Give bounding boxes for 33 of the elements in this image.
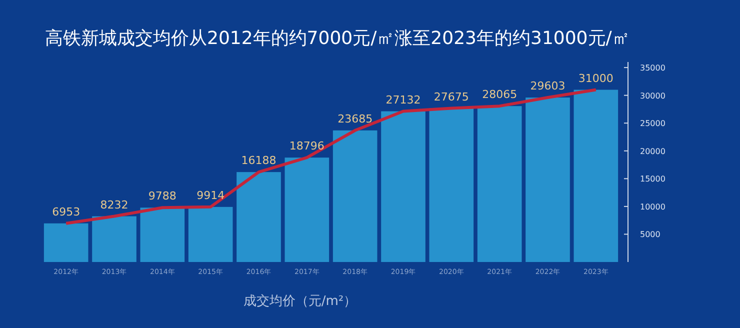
data-label: 6953 <box>52 205 80 218</box>
data-label: 9914 <box>196 188 225 202</box>
data-label: 31000 <box>578 72 614 85</box>
bar <box>429 108 474 262</box>
data-label: 28065 <box>482 88 518 102</box>
bar <box>284 158 330 262</box>
y-tick-label: 35000 <box>640 64 666 73</box>
bar <box>44 223 88 262</box>
bar <box>477 106 522 262</box>
data-label: 16188 <box>241 154 276 168</box>
data-label: 23685 <box>338 112 373 126</box>
data-label: 18796 <box>289 140 324 153</box>
text: 成交均价（元/m²） <box>243 293 357 309</box>
bar <box>236 172 281 262</box>
y-tick-label: 30000 <box>640 91 666 100</box>
y-tick-label: 20000 <box>640 146 666 156</box>
bar <box>574 90 618 262</box>
chart-title: 高铁新城成交均价从2012年的约7000元/㎡涨至2023年的约31000元/㎡ <box>45 28 630 49</box>
y-tick-label: 25000 <box>640 119 666 128</box>
bar <box>188 206 233 262</box>
bar <box>332 130 378 262</box>
bar <box>92 216 136 262</box>
y-tick-label: 10000 <box>640 202 666 212</box>
data-label: 27132 <box>386 93 421 106</box>
data-label: 8232 <box>100 198 128 212</box>
bar <box>526 98 570 262</box>
bar <box>381 111 426 262</box>
bar <box>140 208 185 262</box>
data-label: 29603 <box>530 80 566 93</box>
y-tick-label: 15000 <box>640 174 666 184</box>
y-tick-label: 5000 <box>640 230 660 240</box>
data-label: 27675 <box>434 90 469 104</box>
data-label: 9788 <box>148 190 176 203</box>
